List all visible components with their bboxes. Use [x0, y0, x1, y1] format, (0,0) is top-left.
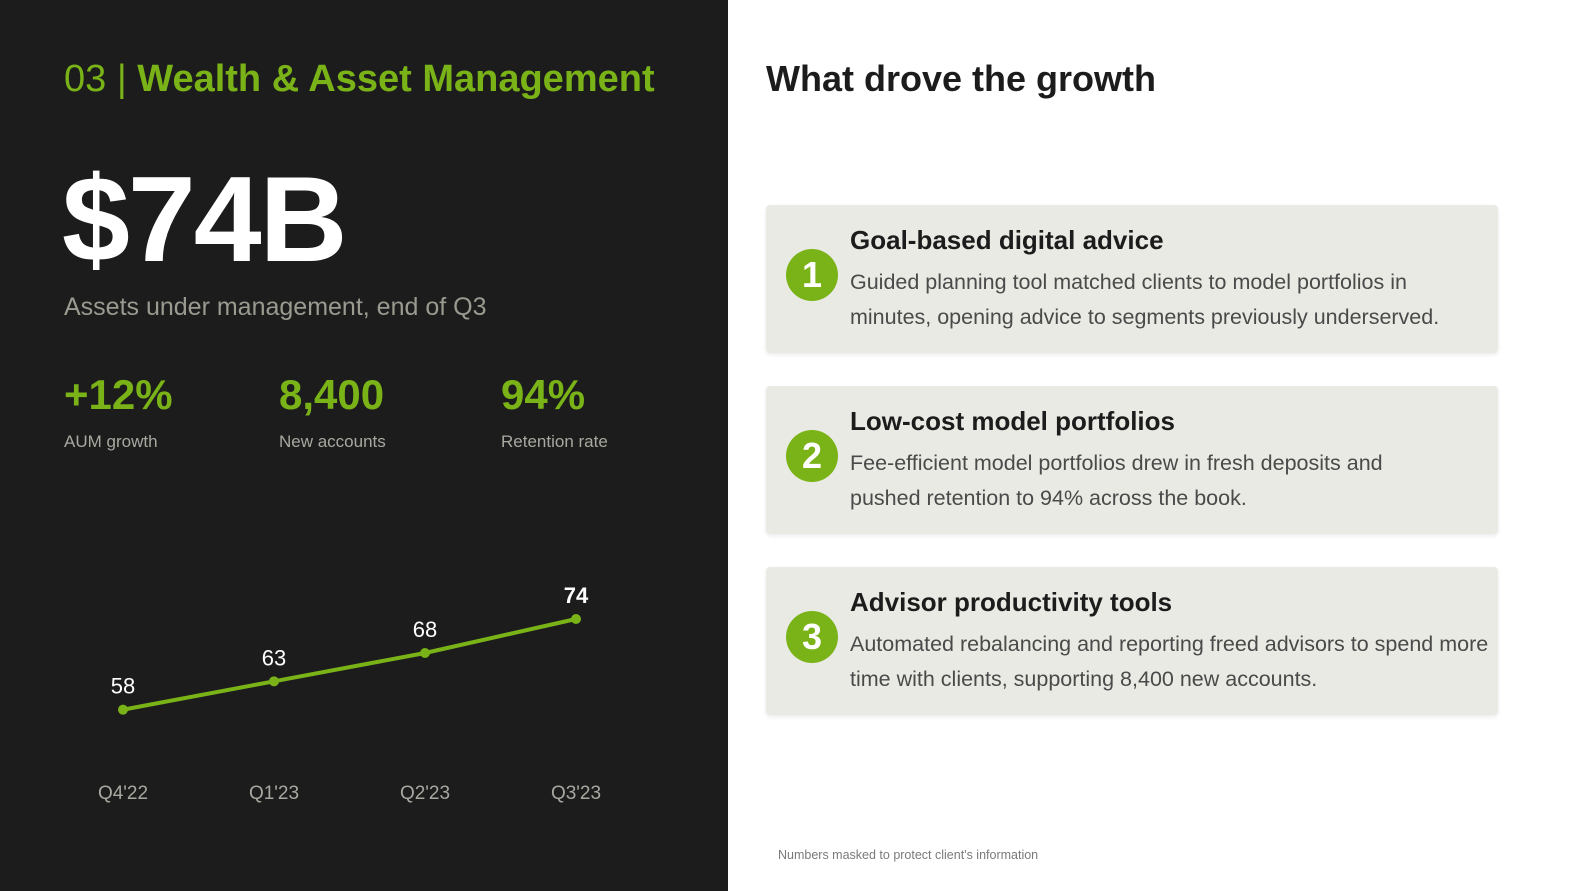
section-name: Wealth & Asset Management — [137, 58, 655, 100]
growth-heading: What drove the growth — [766, 58, 1156, 99]
stat-label: AUM growth — [64, 432, 158, 451]
driver-card-1: 1 Goal-based digital advice Guided plann… — [766, 205, 1498, 353]
headline-caption: Assets under management, end of Q3 — [64, 293, 487, 321]
card-title: Advisor productivity tools — [850, 587, 1173, 617]
card-text: Automated rebalancing and reporting free… — [850, 632, 1489, 691]
x-tick-label: Q2'23 — [400, 783, 450, 804]
number-badge: 2 — [786, 430, 838, 482]
data-label: 58 — [111, 674, 135, 699]
section-number: 03 | — [64, 58, 127, 100]
card-title: Goal-based digital advice — [850, 225, 1164, 255]
driver-card-2: 2 Low-cost model portfolios Fee-efficien… — [766, 386, 1498, 534]
data-point — [118, 704, 128, 715]
stat-value: +12% — [64, 371, 173, 418]
card-text: Guided planning tool matched clients to … — [850, 270, 1440, 329]
stat-value: 94% — [501, 371, 586, 418]
section-title: 03 | Wealth & Asset Management — [64, 58, 655, 101]
x-tick-label: Q4'22 — [98, 783, 148, 804]
stat-aum-growth: +12% AUM growth — [64, 374, 173, 452]
data-label: 74 — [564, 583, 589, 608]
data-point — [420, 648, 430, 658]
left-panel: 03 | Wealth & Asset Management $74B Asse… — [0, 0, 728, 891]
data-point — [571, 614, 581, 624]
stat-retention-rate: 94% Retention rate — [501, 374, 608, 452]
stat-value: 8,400 — [279, 371, 385, 418]
aum-line-chart: 58 Q4'22 63 Q1'23 68 Q2'23 74 Q3'23 — [98, 583, 601, 804]
stat-label: New accounts — [279, 432, 386, 451]
headline-value: $74B — [62, 151, 348, 287]
data-label: 68 — [413, 617, 437, 642]
card-text: Fee-efficient model portfolios drew in f… — [850, 451, 1383, 510]
number-badge: 3 — [786, 611, 838, 663]
stat-label: Retention rate — [501, 432, 608, 451]
data-point — [269, 676, 279, 687]
x-tick-label: Q1'23 — [249, 783, 299, 804]
card-title: Low-cost model portfolios — [850, 406, 1175, 436]
series-line — [122, 617, 577, 712]
number-badge: 1 — [786, 249, 838, 301]
footnote: Numbers masked to protect client's infor… — [778, 848, 1039, 862]
stat-new-accounts: 8,400 New accounts — [279, 374, 386, 452]
x-tick-label: Q3'23 — [551, 783, 601, 804]
driver-card-3: 3 Advisor productivity tools Automated r… — [766, 567, 1498, 715]
data-label: 63 — [262, 645, 286, 670]
right-panel: What drove the growth 1 Goal-based digit… — [728, 0, 1584, 891]
